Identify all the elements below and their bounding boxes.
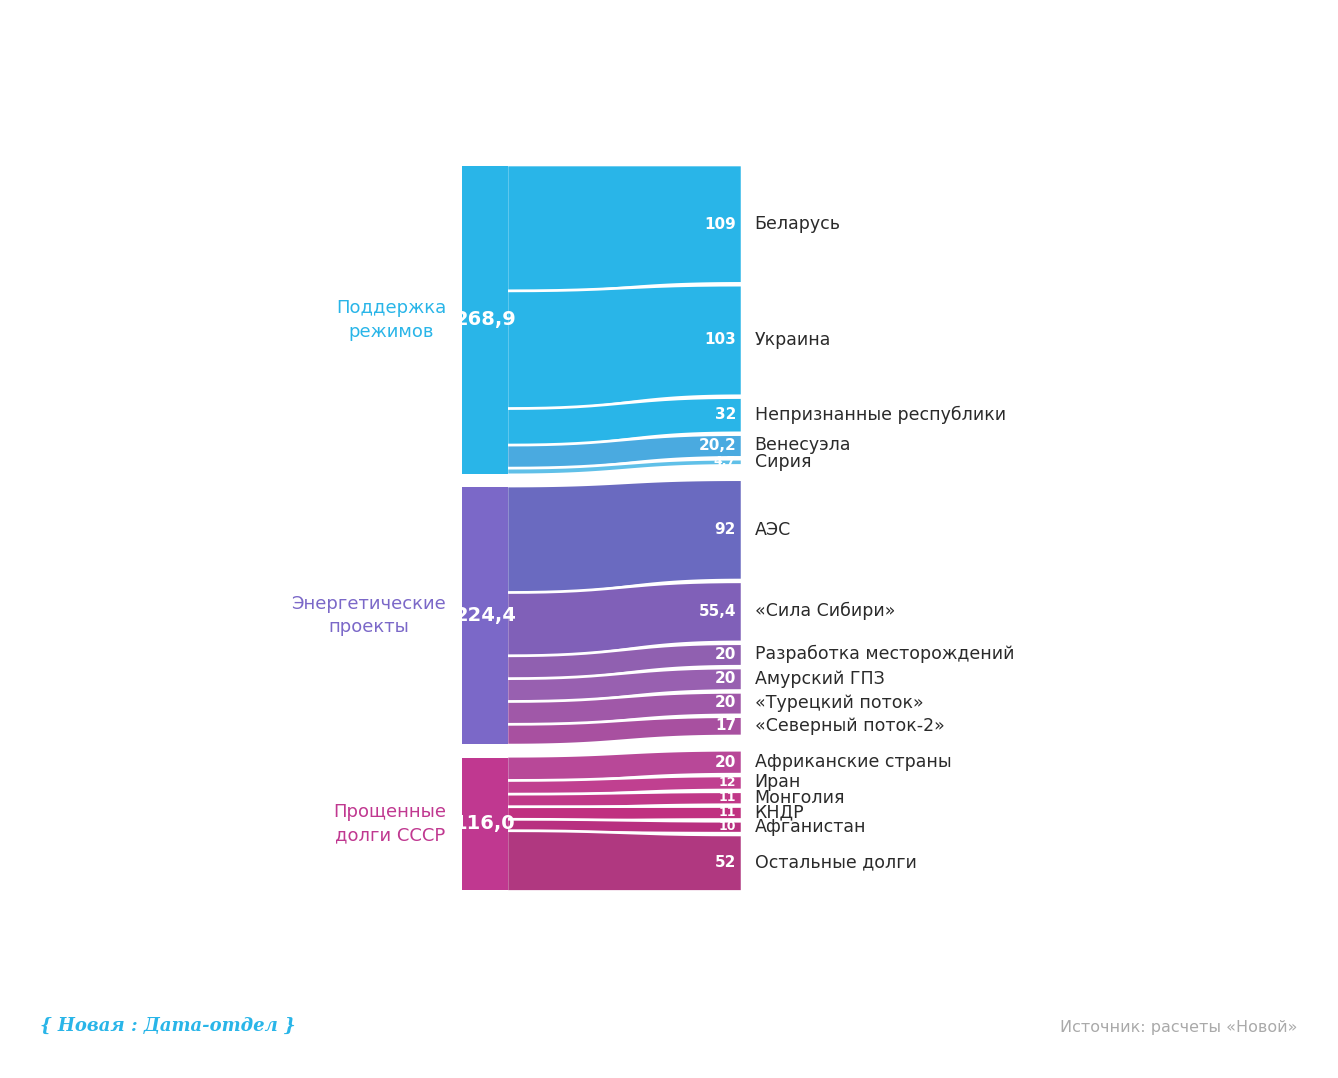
Text: { Новая : Дата-отдел }: { Новая : Дата-отдел } <box>40 1017 296 1035</box>
Polygon shape <box>508 692 741 724</box>
Text: «Северный поток-2»: «Северный поток-2» <box>755 717 945 734</box>
Polygon shape <box>508 459 741 473</box>
Text: Энергетические
проекты: Энергетические проекты <box>292 595 447 636</box>
Polygon shape <box>508 806 741 819</box>
Text: 224,4: 224,4 <box>454 606 516 625</box>
Bar <box>462 166 508 473</box>
Text: 4,7: 4,7 <box>714 455 736 468</box>
Text: Источник: расчеты «Новой»: Источник: расчеты «Новой» <box>1061 1020 1298 1035</box>
Text: 109: 109 <box>704 217 736 232</box>
Text: Непризнанные республики: Непризнанные республики <box>755 405 1006 424</box>
Text: Афганистан: Афганистан <box>755 817 866 835</box>
Polygon shape <box>508 398 741 445</box>
Text: Монголия: Монголия <box>755 788 846 806</box>
Polygon shape <box>508 717 741 744</box>
Text: Амурский ГПЗ: Амурский ГПЗ <box>755 669 884 688</box>
Text: АЭС: АЭС <box>755 521 791 539</box>
Polygon shape <box>508 819 741 832</box>
Polygon shape <box>508 582 741 655</box>
Polygon shape <box>508 644 741 679</box>
Text: Украина: Украина <box>755 331 831 349</box>
Text: 32: 32 <box>714 407 736 421</box>
Text: 92: 92 <box>714 523 736 537</box>
Text: 11: 11 <box>719 806 736 819</box>
Text: Венесуэла: Венесуэла <box>755 437 851 454</box>
Text: 12: 12 <box>719 776 736 789</box>
Text: Иран: Иран <box>755 773 801 791</box>
Text: 103: 103 <box>704 332 736 347</box>
Polygon shape <box>508 831 741 890</box>
Polygon shape <box>508 668 741 702</box>
Text: КНДР: КНДР <box>755 803 804 821</box>
Text: 17: 17 <box>714 718 736 733</box>
Text: «Турецкий поток»: «Турецкий поток» <box>755 694 923 711</box>
Bar <box>462 487 508 744</box>
Text: 55,4: 55,4 <box>698 604 736 619</box>
Text: 20: 20 <box>714 755 736 770</box>
Polygon shape <box>508 481 741 593</box>
Text: Поддержка
режимов: Поддержка режимов <box>336 299 447 341</box>
Text: 10: 10 <box>719 820 736 833</box>
Text: 116,0: 116,0 <box>454 814 516 833</box>
Text: 11: 11 <box>719 791 736 804</box>
Polygon shape <box>508 751 741 780</box>
Text: 20: 20 <box>714 695 736 710</box>
Text: 20: 20 <box>714 672 736 686</box>
Text: «Сила Сибири»: «Сила Сибири» <box>755 602 895 620</box>
Polygon shape <box>508 166 741 291</box>
Text: Прощенные
долги СССР: Прощенные долги СССР <box>333 803 447 845</box>
Polygon shape <box>508 776 741 794</box>
Text: Разработка месторождений: Разработка месторождений <box>755 645 1014 663</box>
Polygon shape <box>508 434 741 468</box>
Text: 20,2: 20,2 <box>698 438 736 453</box>
Text: 52: 52 <box>714 855 736 870</box>
Text: 20: 20 <box>714 647 736 662</box>
Bar <box>462 758 508 890</box>
Polygon shape <box>508 285 741 409</box>
Polygon shape <box>508 791 741 806</box>
Text: Беларусь: Беларусь <box>755 216 840 233</box>
Text: 268,9: 268,9 <box>454 310 516 330</box>
Text: Остальные долги: Остальные долги <box>755 854 917 871</box>
Text: Сирия: Сирия <box>755 453 811 471</box>
Text: Африканские страны: Африканские страны <box>755 754 951 771</box>
